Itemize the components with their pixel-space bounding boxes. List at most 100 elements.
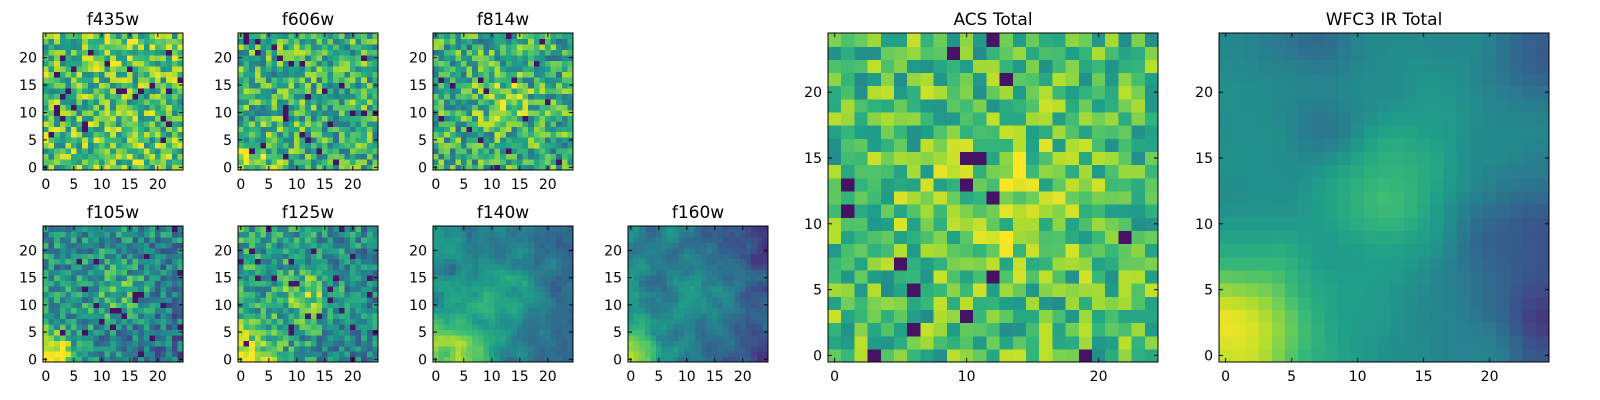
heatmap-cell bbox=[350, 159, 357, 166]
heatmap-cell bbox=[266, 302, 273, 309]
heatmap-cell bbox=[243, 334, 250, 341]
heatmap-cell bbox=[528, 164, 535, 171]
heatmap-cell bbox=[999, 164, 1014, 179]
heatmap-cell bbox=[933, 322, 948, 337]
heatmap-cell bbox=[115, 98, 122, 105]
heatmap-cell bbox=[472, 120, 479, 127]
heatmap-cell bbox=[327, 164, 334, 171]
heatmap-cell bbox=[166, 87, 173, 94]
heatmap-cell bbox=[867, 283, 882, 297]
heatmap-cell bbox=[1105, 177, 1119, 192]
heatmap-cell bbox=[700, 264, 707, 271]
heatmap-cell bbox=[249, 285, 256, 292]
heatmap-cell bbox=[149, 236, 156, 243]
heatmap-cell bbox=[867, 348, 882, 363]
heatmap-cell bbox=[528, 236, 535, 243]
heatmap-cell bbox=[310, 126, 317, 133]
panel-title: f105w bbox=[87, 203, 139, 223]
heatmap-cell bbox=[115, 302, 122, 309]
heatmap-cell bbox=[461, 264, 468, 271]
heatmap-cell bbox=[920, 296, 935, 310]
heatmap-cell bbox=[322, 148, 329, 155]
heatmap-cell bbox=[238, 131, 245, 138]
heatmap-cell bbox=[706, 253, 713, 260]
heatmap-cell bbox=[556, 142, 563, 149]
heatmap-cell bbox=[104, 43, 111, 51]
heatmap-cell bbox=[155, 323, 162, 330]
heatmap-cell bbox=[740, 296, 747, 303]
heatmap-cell bbox=[438, 65, 445, 72]
heatmap-cell bbox=[166, 351, 173, 358]
heatmap-cell bbox=[355, 231, 362, 238]
heatmap-cell bbox=[494, 269, 501, 276]
heatmap-cell bbox=[143, 164, 150, 171]
heatmap-cell bbox=[361, 247, 368, 254]
heatmap-cell bbox=[444, 49, 451, 56]
heatmap-cell bbox=[288, 323, 295, 330]
heatmap-cell bbox=[155, 318, 162, 325]
heatmap-cell bbox=[243, 87, 250, 94]
heatmap-cell bbox=[489, 258, 496, 265]
heatmap-cell bbox=[260, 345, 267, 352]
heatmap-cell bbox=[461, 345, 468, 352]
heatmap-cell bbox=[689, 269, 696, 276]
heatmap-cell bbox=[355, 104, 362, 111]
heatmap-cell bbox=[350, 49, 357, 56]
heatmap-cell bbox=[333, 236, 340, 243]
heatmap-cell bbox=[960, 177, 974, 192]
heatmap-cell bbox=[438, 104, 445, 111]
heatmap-cell bbox=[567, 43, 574, 51]
heatmap-cell bbox=[372, 142, 379, 149]
y-tick-label: 20 bbox=[19, 51, 37, 67]
heatmap-cell bbox=[533, 280, 540, 287]
heatmap-cell bbox=[59, 356, 66, 363]
heatmap-cell bbox=[740, 345, 747, 352]
heatmap-cell bbox=[48, 351, 55, 358]
heatmap-cell bbox=[322, 258, 329, 265]
heatmap-cell bbox=[260, 65, 267, 72]
heatmap-cell bbox=[455, 126, 462, 133]
heatmap-cell bbox=[745, 280, 752, 287]
heatmap-cell bbox=[54, 137, 61, 144]
heatmap-cell bbox=[48, 264, 55, 271]
heatmap-cell bbox=[76, 236, 83, 243]
heatmap-cell bbox=[689, 242, 696, 249]
heatmap-cell bbox=[366, 242, 373, 249]
heatmap-cell bbox=[689, 302, 696, 309]
heatmap-cell bbox=[138, 33, 145, 40]
heatmap-cell bbox=[65, 142, 72, 149]
heatmap-cell bbox=[667, 356, 674, 363]
heatmap-cell bbox=[1078, 335, 1093, 350]
heatmap-cell bbox=[734, 307, 741, 314]
heatmap-cell bbox=[344, 54, 351, 61]
heatmap-cell bbox=[65, 76, 72, 83]
heatmap-cell bbox=[138, 307, 145, 314]
heatmap-cell bbox=[104, 334, 111, 341]
heatmap-cell bbox=[528, 76, 535, 83]
heatmap-cell bbox=[511, 33, 518, 40]
heatmap-cell bbox=[550, 71, 557, 78]
heatmap-cell bbox=[472, 269, 479, 276]
heatmap-cell bbox=[762, 258, 769, 265]
heatmap-cell bbox=[672, 356, 679, 363]
heatmap-cell bbox=[160, 351, 167, 358]
heatmap-cell bbox=[545, 313, 552, 320]
x-tick-label: 5 bbox=[264, 369, 273, 385]
heatmap-cell bbox=[166, 109, 173, 116]
heatmap-cell bbox=[449, 82, 456, 89]
heatmap-cell bbox=[745, 231, 752, 238]
heatmap-cell bbox=[461, 274, 468, 281]
heatmap-cell bbox=[438, 291, 445, 298]
heatmap-cell bbox=[745, 264, 752, 271]
heatmap-cell bbox=[243, 82, 250, 89]
heatmap-cell bbox=[678, 329, 685, 336]
heatmap-cell bbox=[249, 131, 256, 138]
heatmap-cell bbox=[550, 236, 557, 243]
heatmap-cell bbox=[299, 340, 306, 347]
heatmap-cell bbox=[305, 264, 312, 271]
heatmap-cell bbox=[82, 137, 89, 144]
heatmap-cell bbox=[288, 356, 295, 363]
heatmap-cell bbox=[556, 340, 563, 347]
heatmap-cell bbox=[277, 247, 284, 254]
heatmap-cell bbox=[76, 329, 83, 336]
